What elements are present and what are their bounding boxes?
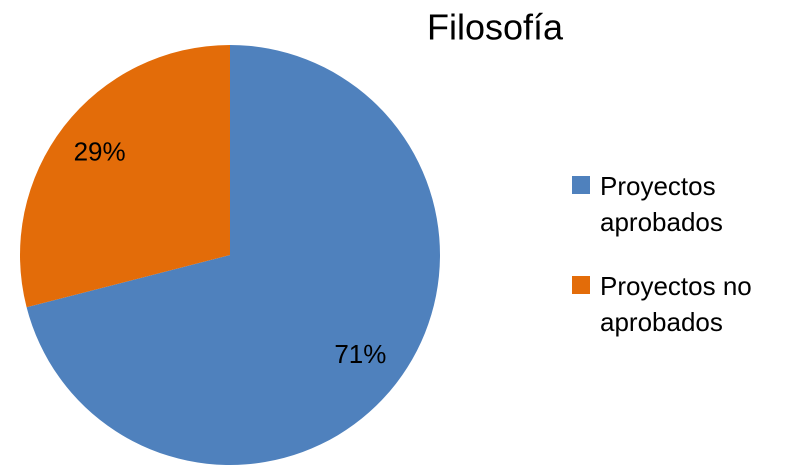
legend-label: Proyectos no aprobados (600, 271, 752, 337)
data-label: 29% (74, 137, 126, 167)
pie-slice (26, 45, 441, 465)
legend-swatch (572, 176, 590, 194)
legend-label: Proyectos aprobados (600, 171, 723, 237)
chart-title: Filosofía (427, 7, 564, 48)
legend-swatch (572, 276, 590, 294)
data-label: 71% (334, 339, 386, 369)
pie-slice (19, 45, 231, 308)
legend-item: Proyectos no aprobados (572, 268, 775, 340)
legend-item: Proyectos aprobados (572, 168, 775, 240)
